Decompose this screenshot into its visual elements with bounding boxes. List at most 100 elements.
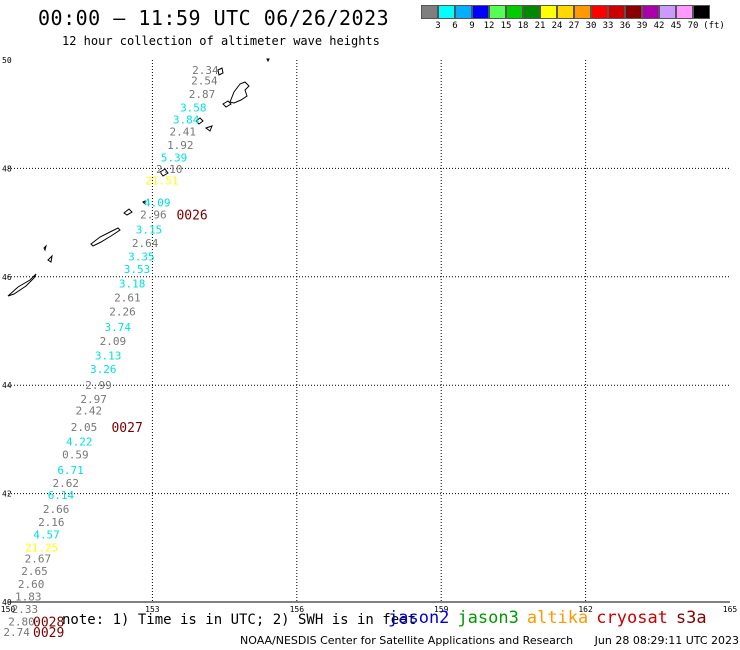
wave-height-value: 5.39 [161,152,188,165]
wave-height-value: 2.74 [3,626,30,639]
pass-time-label: 0028 [33,616,64,631]
legend-tick-label: 3 [435,21,441,31]
longitude-label: 165 [723,605,738,614]
wave-height-value: 2.65 [21,565,48,578]
legend-swatch [455,5,472,19]
wave-height-value: 21.51 [145,174,178,187]
legend-tick-label: 27 [568,21,580,31]
wave-height-value: 3.84 [173,114,200,127]
legend-tick-label: 18 [517,21,529,31]
longitude-label: 162 [578,605,593,614]
legend-tick-label: 42 [653,21,665,31]
legend-tick-label: 12 [483,21,495,31]
latitude-label: 46 [2,273,12,282]
wave-height-value: 2.54 [191,75,218,88]
legend-tick-label: 30 [585,21,597,31]
legend-tick-label: 24 [551,21,563,31]
wave-height-value: 2.67 [25,553,52,566]
wave-height-value: 3.26 [90,363,117,376]
longitude-label: 150 [1,605,16,614]
longitude-label: 153 [145,605,160,614]
latitude-label: 44 [2,381,12,390]
wave-height-value: 2.99 [85,379,112,392]
wave-height-value: 3.15 [136,224,163,237]
wave-height-value: 6.14 [48,489,75,502]
legend-swatch [438,5,455,19]
wave-height-value: 6.71 [57,464,84,477]
wave-height-value: 2.09 [100,335,127,348]
footer-timestamp: Jun 28 08:29:11 UTC 2023 [594,634,740,647]
wave-height-observations: 2.342.542.873.583.842.411.925.392.1021.5… [3,64,219,639]
satellite-label-altika: altika [526,608,589,628]
legend-swatch [693,5,710,19]
legend-tick-label: 21 [534,21,546,31]
wave-height-legend: 3 6 9 12 15 18 21 24 27 30 33 36 39 42 45 70 (ft) [421,5,740,33]
wave-height-value: 2.64 [132,237,159,250]
legend-swatch [489,5,506,19]
wave-height-value: 3.58 [180,102,207,115]
legend-swatch [676,5,693,19]
wave-height-value: 4.09 [144,197,171,210]
longitude-label: 156 [290,605,305,614]
longitude-label: 159 [434,605,449,614]
satellite-label-cryosat: cryosat [596,608,668,628]
wave-height-value: 4.57 [33,528,60,541]
legend-tick-label: 39 [636,21,648,31]
wave-height-value: 21.25 [25,541,58,554]
wave-height-value: 3.53 [124,263,151,276]
coastline-kuril-islands [7,58,270,297]
wave-height-value: 2.80 [8,616,35,629]
legend-swatch [523,5,540,19]
legend-swatch [574,5,591,19]
wave-height-value: 2.16 [38,516,65,529]
wave-height-value: 2.87 [189,88,216,101]
wave-height-value: 2.05 [71,421,98,434]
satellite-label-jason3: jason3 [457,608,519,628]
pass-time-label: 0029 [33,626,64,641]
wave-height-value: 2.34 [192,64,219,77]
legend-tick-labels: 3 6 9 12 15 18 21 24 27 30 33 36 39 42 45 70 (ft) [421,19,740,33]
map-grid [8,60,730,603]
wave-height-value: 3.13 [95,349,122,362]
legend-swatch [591,5,608,19]
map-axis-labels: 150 153 156 159 162 165 50 48 46 44 42 40 [1,56,738,614]
wave-height-value: 0.59 [62,449,89,462]
wave-height-value: 1.83 [15,591,42,604]
satellite-legend: jason2 jason3 altika cryosat s3a [388,608,715,628]
legend-swatch [659,5,676,19]
footer: NOAA/NESDIS Center for Satellite Applica… [240,634,739,647]
legend-tick-label: 45 [670,21,682,31]
legend-swatch [421,5,438,19]
latitude-label: 50 [2,56,12,65]
wave-height-value: 2.10 [156,163,183,176]
legend-tick-label: 70 [687,21,699,31]
legend-swatch [540,5,557,19]
legend-tick-label: 9 [469,21,475,31]
legend-swatch [557,5,574,19]
wave-height-value: 3.74 [104,321,131,334]
wave-height-value: 2.26 [109,305,136,318]
legend-swatch [506,5,523,19]
units-note: note: 1) Time is in UTC; 2) SWH is in fe… [62,612,417,628]
legend-unit-label: (ft) [703,21,725,31]
wave-height-value: 3.35 [128,251,155,264]
wave-height-value: 2.61 [114,291,141,304]
legend-tick-label: 15 [500,21,512,31]
wave-height-value: 2.62 [53,477,80,490]
pass-time-label: 0026 [176,208,207,223]
satellite-label-s3a: s3a [675,608,707,628]
legend-swatch [608,5,625,19]
legend-tick-label: 36 [619,21,631,31]
legend-swatch [642,5,659,19]
wave-height-value: 2.41 [169,126,196,139]
latitude-label: 48 [2,164,12,173]
wave-height-value: 1.92 [167,139,194,152]
wave-height-value: 3.18 [119,277,146,290]
wave-height-value: 2.96 [140,208,167,221]
wave-height-value: 2.42 [76,405,103,418]
legend-swatch [472,5,489,19]
wave-height-value: 2.66 [43,503,70,516]
